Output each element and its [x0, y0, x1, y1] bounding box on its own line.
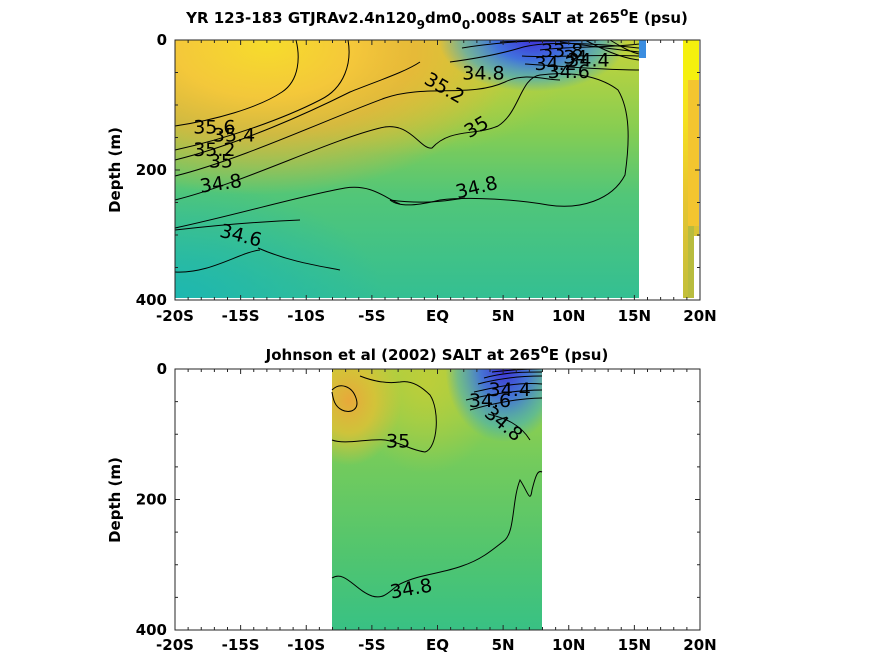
panel-2-title: Johnson et al (2002) SALT at 265oE (psu)	[265, 342, 609, 364]
contour-line	[469, 397, 543, 411]
title-part: dm0	[425, 9, 462, 27]
contour-line	[473, 383, 543, 393]
x-tick-label: EQ	[426, 307, 449, 325]
panel-1-y-ticks: 0 200 400	[136, 31, 700, 309]
contour-line	[174, 73, 629, 207]
contour-line	[174, 219, 301, 231]
title-superscript: o	[620, 5, 628, 19]
x-tick-label: 5N	[492, 636, 515, 654]
contour-line	[539, 43, 640, 51]
panel-2-field	[332, 369, 542, 630]
x-tick-label: -15S	[222, 636, 260, 654]
contour-line	[609, 39, 640, 55]
y-tick-label: 400	[136, 291, 167, 309]
contour-label: 34.4	[489, 379, 531, 401]
contour-label: 34.8	[462, 62, 504, 84]
panel-1-axes: -20S -15S -10S -5S EQ 5N 10N 15N 20N 0 200 400 Dep…	[106, 31, 717, 325]
y-tick-label: 200	[136, 161, 167, 179]
title-subscript: 9	[417, 18, 425, 32]
contour-line	[584, 39, 640, 61]
contour-label: 35.6	[193, 116, 235, 138]
x-tick-label: 15N	[618, 636, 651, 654]
contour-line	[331, 471, 543, 598]
x-tick-label: -15S	[222, 307, 260, 325]
x-tick-label: -20S	[156, 307, 194, 325]
y-tick-label: 0	[157, 31, 167, 49]
contour-line	[465, 389, 543, 401]
contour-line	[524, 63, 640, 71]
contour-label: 34	[563, 47, 587, 69]
contour-line	[483, 371, 543, 379]
x-tick-label: 10N	[552, 636, 585, 654]
contour-line	[389, 197, 466, 203]
contour-line	[174, 76, 561, 177]
contour-label: 34.6	[548, 61, 590, 83]
title-part: Johnson et al (2002) SALT at 265	[265, 346, 541, 364]
x-tick-label: 20N	[683, 307, 716, 325]
panel-1-field	[175, 40, 699, 298]
x-tick-label: 5N	[492, 307, 515, 325]
contour-line	[499, 39, 601, 43]
x-tick-label: 10N	[552, 307, 585, 325]
panel-1-y-axis-label: Depth (m)	[106, 127, 124, 213]
x-tick-label: EQ	[426, 636, 449, 654]
y-tick-label: 200	[136, 491, 167, 509]
x-tick-label: -10S	[287, 636, 325, 654]
contour-label: 34.4	[567, 49, 609, 71]
title-superscript: o	[541, 342, 549, 356]
panel-2-y-ticks: 0 200 400	[136, 360, 700, 639]
title-part: E (psu)	[628, 9, 688, 27]
title-subscript: 0	[462, 18, 470, 32]
contour-label: 34.2	[534, 53, 576, 75]
panel-2: Johnson et al (2002) SALT at 265oE (psu)…	[106, 342, 717, 654]
contour-line	[174, 186, 401, 229]
panel-1-x-ticks: -20S -15S -10S -5S EQ 5N 10N 15N 20N	[156, 40, 717, 325]
x-tick-label: -20S	[156, 636, 194, 654]
y-tick-label: 400	[136, 621, 167, 639]
title-part: .008s SALT at 265	[470, 9, 620, 27]
title-part: YR 123-183 GTJRAv2.4n120	[185, 9, 417, 27]
panel-2-axes: -20S -15S -10S -5S EQ 5N 10N 15N 20N 0 200 400 Dep…	[106, 360, 717, 654]
contour-line	[257, 247, 341, 271]
x-tick-label: -5S	[358, 636, 385, 654]
contour-line	[174, 249, 261, 273]
contour-line	[521, 54, 640, 58]
contour-line	[449, 42, 640, 63]
panel-1-contours	[174, 39, 640, 273]
title-part: E (psu)	[549, 346, 609, 364]
x-tick-label: 20N	[683, 636, 716, 654]
contour-label: 33.8	[541, 40, 583, 62]
contour-label: 35.4	[213, 125, 255, 147]
panel-2-x-ticks: -20S -15S -10S -5S EQ 5N 10N 15N 20N	[156, 369, 717, 654]
x-tick-label: -5S	[358, 307, 385, 325]
contour-label: 35	[209, 151, 233, 173]
panel-2-y-axis-label: Depth (m)	[106, 457, 124, 543]
x-tick-label: -10S	[287, 307, 325, 325]
panel-2-contours	[331, 368, 543, 598]
contour-label: 34.6	[469, 390, 511, 412]
panel-1: YR 123-183 GTJRAv2.4n1209dm00.008s SALT …	[106, 5, 717, 325]
contour-line	[487, 413, 531, 441]
contour-line	[174, 39, 299, 127]
contour-line	[174, 39, 350, 151]
contour-line	[331, 385, 358, 412]
contour-line	[477, 375, 543, 385]
contour-label: 35	[386, 431, 410, 453]
x-tick-label: 15N	[618, 307, 651, 325]
panel-1-title: YR 123-183 GTJRAv2.4n1209dm00.008s SALT …	[185, 5, 688, 32]
y-tick-label: 0	[157, 360, 167, 378]
contour-line	[331, 375, 437, 453]
contour-label: 35.2	[193, 139, 235, 161]
contour-line	[174, 61, 421, 161]
